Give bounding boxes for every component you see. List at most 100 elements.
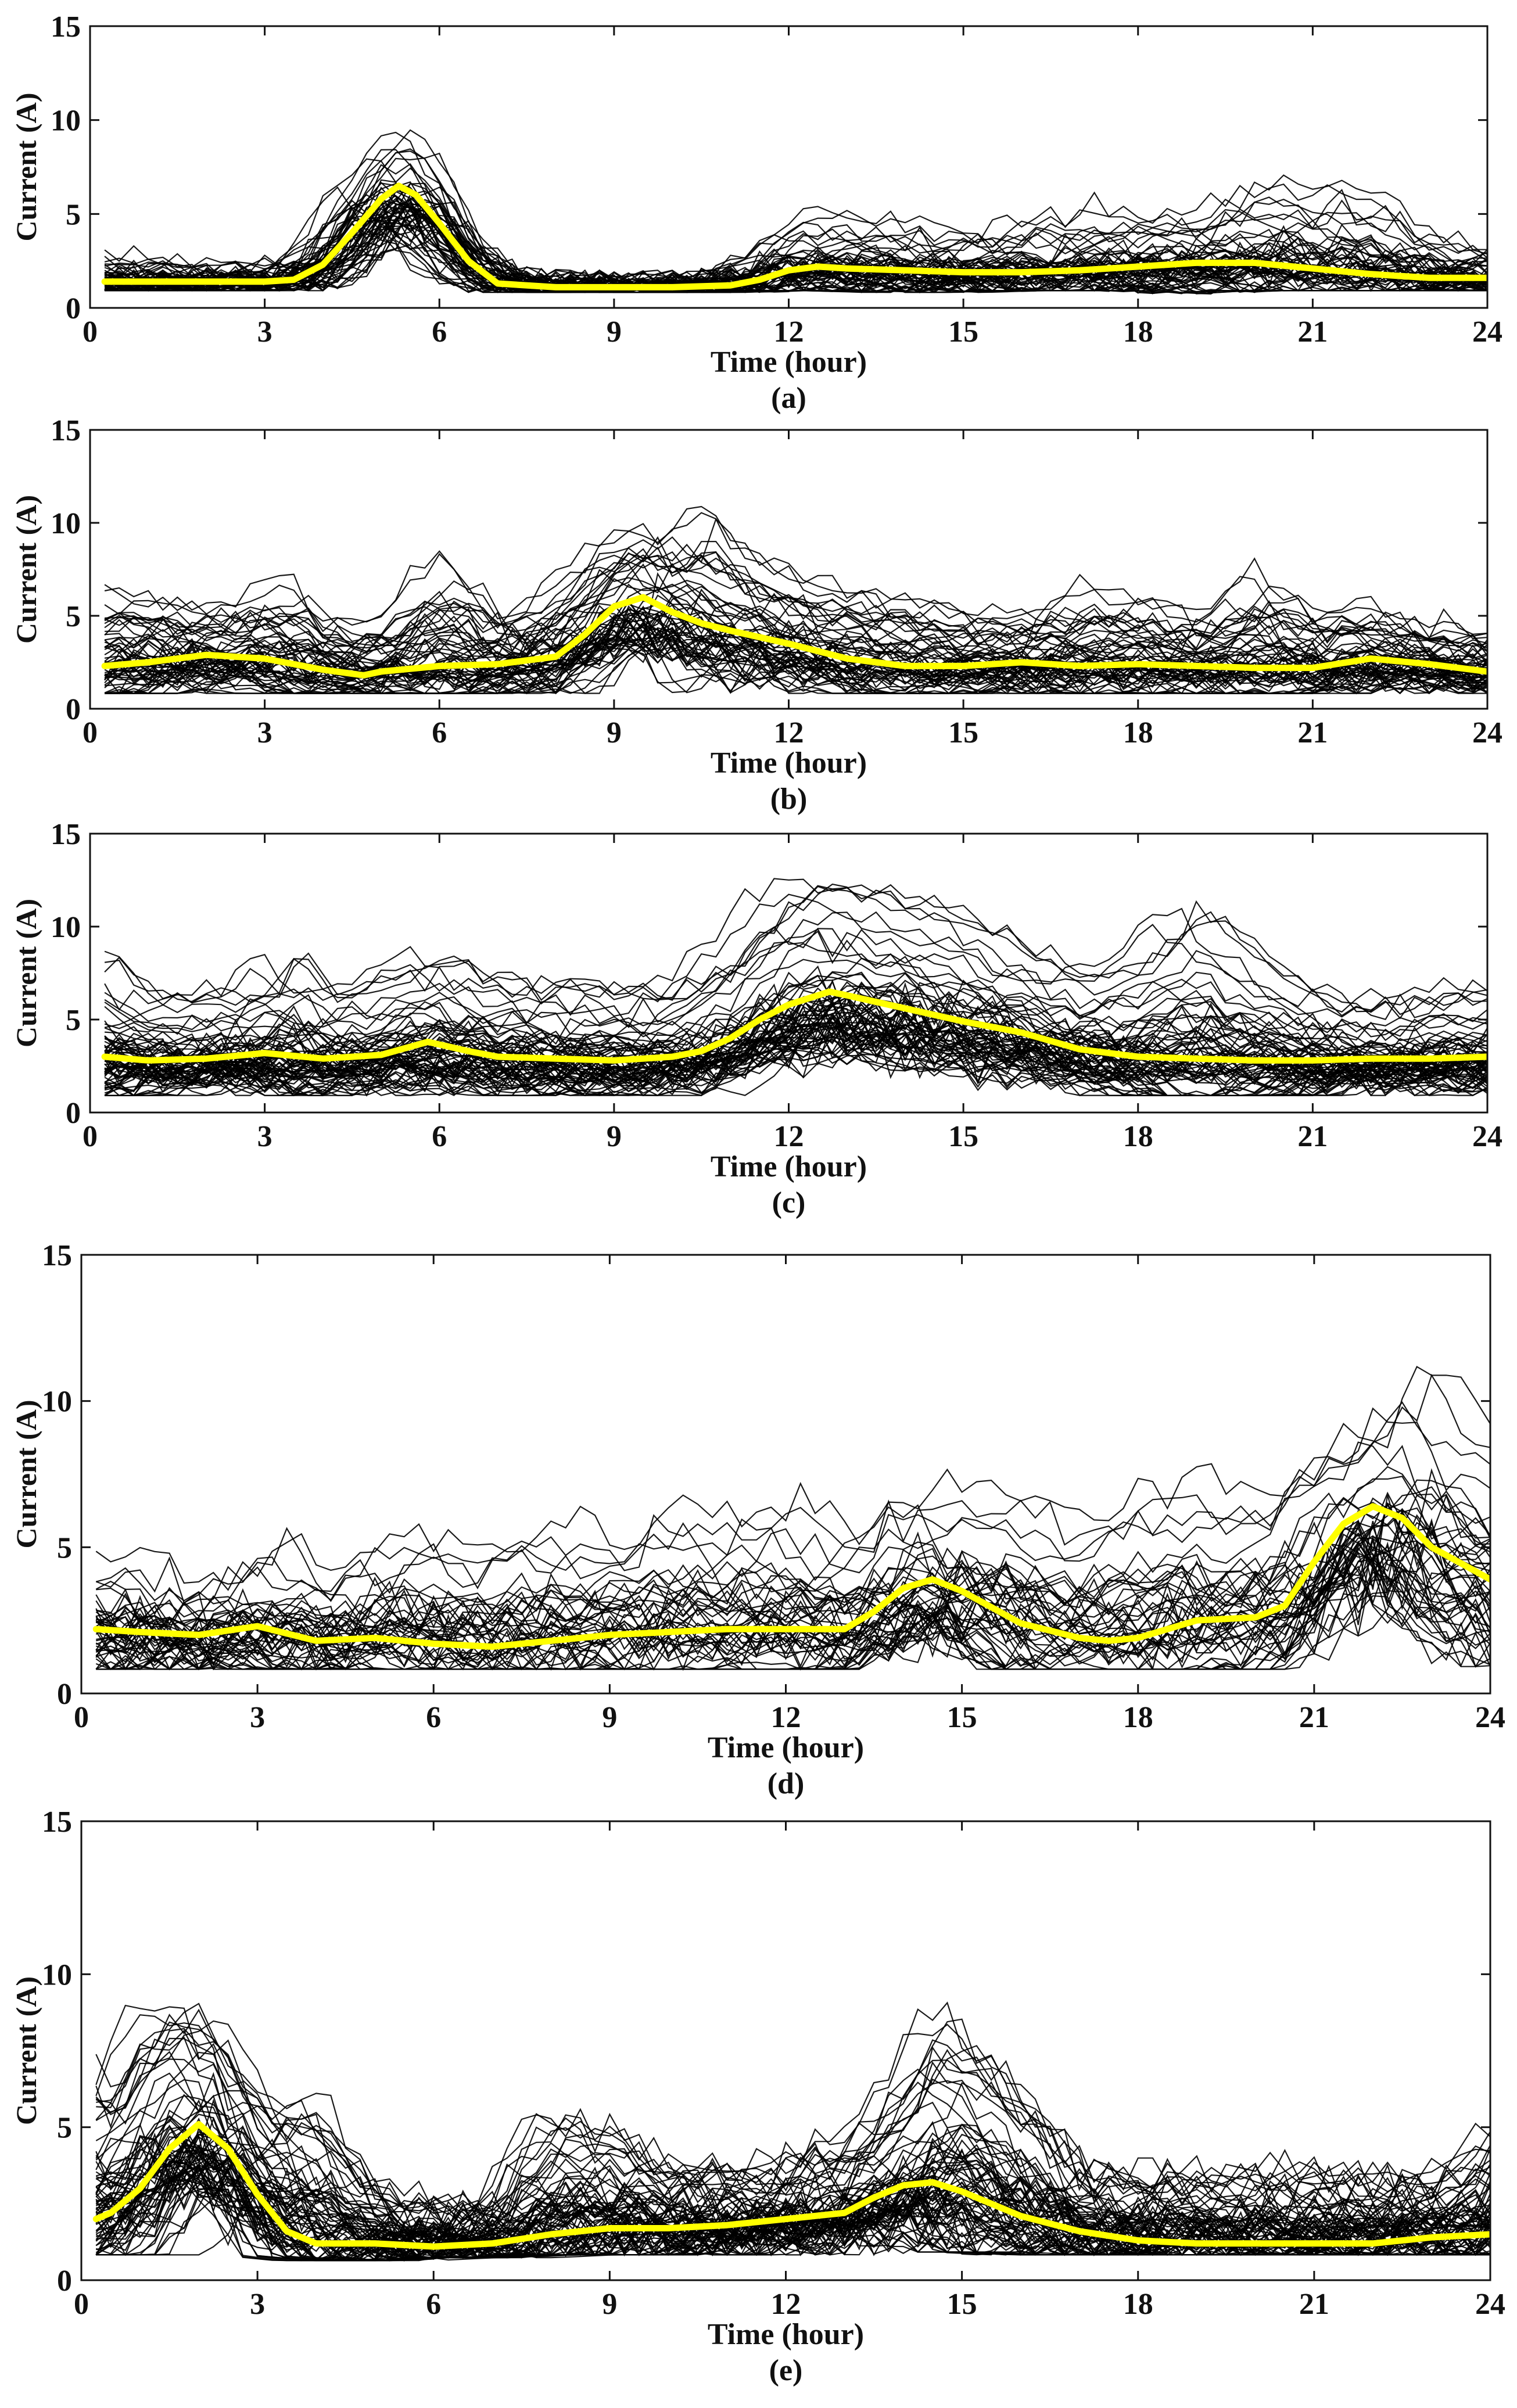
mean-line bbox=[101, 594, 1487, 679]
day-trace bbox=[104, 158, 1487, 290]
day-trace bbox=[104, 562, 1487, 668]
x-tick-label: 15 bbox=[948, 315, 978, 349]
day-trace bbox=[104, 536, 1487, 652]
y-tick-label: 15 bbox=[51, 818, 81, 851]
x-tick-label: 18 bbox=[1123, 2288, 1153, 2321]
day-trace bbox=[104, 205, 1487, 293]
day-trace bbox=[104, 129, 1487, 283]
day-trace bbox=[95, 1571, 1490, 1671]
day-trace bbox=[96, 1546, 1490, 1671]
panel-caption: (b) bbox=[770, 783, 808, 816]
x-tick-label: 3 bbox=[250, 2288, 265, 2321]
mean-line bbox=[92, 2120, 1490, 2250]
x-tick-label: 24 bbox=[1472, 1120, 1502, 1153]
day-trace bbox=[104, 926, 1487, 1045]
y-tick-label: 15 bbox=[51, 10, 81, 44]
day-trace bbox=[95, 1494, 1490, 1658]
x-tick-label: 3 bbox=[257, 1120, 272, 1153]
panel-e: 0 3 6 9 12 15 18 21 24 0 5 10 15 Time (hour)(e) Curren… bbox=[10, 1806, 1505, 2387]
x-tick-label: 3 bbox=[257, 315, 272, 349]
y-tick-label: 0 bbox=[57, 2265, 72, 2298]
day-trace bbox=[104, 551, 1487, 660]
x-axis-label: Time (hour) bbox=[708, 2318, 864, 2351]
panel-b: 0 3 6 9 12 15 18 21 24 0 5 10 15 Time (hour)(b) Curren… bbox=[10, 414, 1502, 816]
day-trace bbox=[104, 548, 1487, 658]
day-trace bbox=[104, 953, 1487, 1058]
day-trace bbox=[96, 2169, 1490, 2262]
x-tick-label: 9 bbox=[602, 1701, 617, 1734]
day-trace bbox=[104, 586, 1487, 677]
day-trace bbox=[95, 1510, 1490, 1652]
day-trace bbox=[95, 1531, 1490, 1668]
day-trace bbox=[95, 2125, 1490, 2256]
y-axis-label: Current (A) bbox=[10, 495, 42, 644]
y-tick-label: 10 bbox=[51, 911, 81, 944]
x-tick-label: 9 bbox=[602, 2288, 617, 2321]
panel-caption: (d) bbox=[768, 1767, 805, 1800]
day-trace bbox=[104, 911, 1487, 1038]
y-tick-label: 10 bbox=[42, 1958, 72, 1991]
day-trace bbox=[95, 2134, 1490, 2259]
y-tick-label: 5 bbox=[66, 600, 81, 633]
x-tick-label: 18 bbox=[1123, 315, 1153, 349]
day-trace bbox=[105, 211, 1487, 293]
day-trace bbox=[104, 505, 1487, 640]
x-axis-label: Time (hour) bbox=[711, 346, 867, 379]
day-trace bbox=[104, 181, 1487, 293]
y-tick-label: 10 bbox=[51, 507, 81, 540]
x-tick-label: 9 bbox=[607, 315, 622, 349]
day-trace bbox=[104, 1013, 1487, 1097]
day-trace bbox=[104, 512, 1487, 638]
day-trace bbox=[104, 620, 1487, 695]
day-trace bbox=[95, 2037, 1490, 2236]
day-trace bbox=[95, 1507, 1490, 1671]
x-tick-label: 3 bbox=[257, 716, 272, 749]
y-tick-label: 5 bbox=[66, 1004, 81, 1037]
day-trace bbox=[104, 943, 1487, 1047]
day-trace bbox=[95, 2004, 1490, 2222]
x-tick-label: 15 bbox=[948, 1120, 978, 1153]
y-tick-label: 0 bbox=[66, 1097, 81, 1130]
x-tick-label: 24 bbox=[1475, 2288, 1505, 2321]
day-trace bbox=[96, 1441, 1490, 1625]
mean-line bbox=[92, 1503, 1490, 1650]
y-tick-label: 10 bbox=[42, 1386, 72, 1419]
day-trace bbox=[104, 878, 1487, 1013]
trace-group bbox=[95, 1366, 1490, 1671]
x-tick-label: 12 bbox=[771, 2288, 801, 2321]
day-trace bbox=[95, 2117, 1490, 2247]
panel-caption: (c) bbox=[772, 1186, 806, 1219]
mean-line bbox=[101, 182, 1487, 290]
y-tick-label: 15 bbox=[51, 414, 81, 447]
y-tick-label: 5 bbox=[66, 198, 81, 231]
y-tick-label: 15 bbox=[42, 1806, 72, 1839]
x-tick-label: 0 bbox=[74, 2288, 89, 2321]
x-tick-label: 9 bbox=[607, 1120, 622, 1153]
x-tick-label: 12 bbox=[774, 315, 804, 349]
x-tick-label: 12 bbox=[774, 716, 804, 749]
x-tick-label: 12 bbox=[771, 1701, 801, 1734]
x-tick-label: 6 bbox=[426, 2288, 441, 2321]
day-trace bbox=[95, 2125, 1490, 2255]
day-trace bbox=[104, 1022, 1487, 1096]
day-trace bbox=[104, 150, 1487, 293]
day-trace bbox=[104, 884, 1487, 1017]
panel-d: 0 3 6 9 12 15 18 21 24 0 5 10 15 Time (hour)(d) Curren… bbox=[10, 1239, 1505, 1800]
y-tick-label: 5 bbox=[57, 1531, 72, 1564]
day-trace bbox=[95, 1494, 1490, 1657]
x-tick-label: 18 bbox=[1123, 716, 1153, 749]
day-trace bbox=[104, 884, 1487, 1015]
day-trace bbox=[105, 194, 1487, 295]
x-axis-label: Time (hour) bbox=[708, 1731, 864, 1764]
x-axis-label: Time (hour) bbox=[711, 747, 867, 780]
x-axis-label: Time (hour) bbox=[711, 1150, 867, 1183]
day-trace bbox=[105, 621, 1487, 692]
day-trace bbox=[104, 995, 1487, 1071]
x-tick-label: 6 bbox=[432, 716, 447, 749]
x-tick-label: 0 bbox=[83, 315, 98, 349]
day-trace bbox=[95, 2003, 1490, 2210]
x-tick-label: 21 bbox=[1299, 1701, 1329, 1734]
y-tick-label: 5 bbox=[57, 2112, 72, 2145]
x-tick-label: 0 bbox=[74, 1701, 89, 1734]
